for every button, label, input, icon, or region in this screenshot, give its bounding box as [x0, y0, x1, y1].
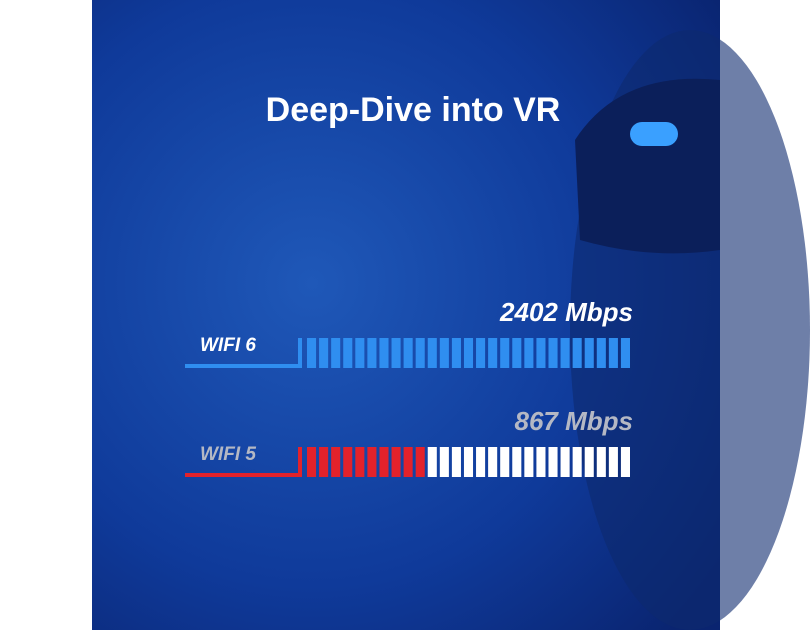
bar-segment [331, 447, 341, 477]
empty-segment [427, 447, 437, 477]
bar-segment [560, 338, 570, 368]
vr-headset [575, 78, 720, 254]
value-label: 867 Mbps [515, 406, 634, 436]
empty-segment [512, 447, 522, 477]
bar-baseline [185, 447, 302, 477]
bar-segment [536, 338, 546, 368]
bar-segment [403, 447, 413, 477]
empty-segment [500, 447, 510, 477]
bar-segment [379, 338, 389, 368]
bar [307, 447, 425, 477]
bar-segment [463, 338, 474, 368]
category-label: WIFI 5 [200, 444, 256, 465]
bar-segment [512, 338, 522, 368]
bar-segment [488, 338, 498, 368]
empty-segment [451, 447, 461, 477]
bar-segment [307, 447, 317, 477]
empty-segment [584, 447, 594, 477]
bar-segment [451, 338, 461, 368]
bar-segment [343, 447, 353, 477]
empty-segment [620, 447, 630, 477]
bar-segment [415, 338, 425, 368]
bar-segment [319, 338, 329, 368]
bar-segment [331, 338, 341, 368]
bar-segment [403, 338, 413, 368]
empty-segment [560, 447, 570, 477]
empty-segment [572, 447, 582, 477]
empty-segment [524, 447, 534, 477]
empty-segment [463, 447, 474, 477]
bar-segment [355, 447, 365, 477]
bar-segment [524, 338, 534, 368]
bar-segment [367, 338, 377, 368]
bar-segment [596, 338, 606, 368]
chart-title: Deep-Dive into VR [266, 91, 561, 129]
headset-light [630, 122, 678, 146]
bar-baseline [185, 338, 302, 368]
bar-segment [391, 338, 401, 368]
empty-segment [596, 447, 606, 477]
bar-segment [608, 338, 618, 368]
bar-segment [319, 447, 329, 477]
bar-segment [379, 447, 389, 477]
bar-segment [476, 338, 486, 368]
bar-segment [427, 338, 437, 368]
empty-segment [536, 447, 546, 477]
empty-segment [488, 447, 498, 477]
bar-segment [343, 338, 353, 368]
bar-segment [584, 338, 594, 368]
bar-segment [415, 447, 425, 477]
bar-segment [620, 338, 630, 368]
bar-segment [500, 338, 510, 368]
empty-segment [439, 447, 449, 477]
value-label: 2402 Mbps [499, 297, 633, 327]
bar-segment [391, 447, 401, 477]
empty-segment [476, 447, 486, 477]
bar-segment [307, 338, 317, 368]
empty-segment [608, 447, 618, 477]
category-label: WIFI 6 [200, 335, 256, 356]
bar-segment [355, 338, 365, 368]
bar-segment [367, 447, 377, 477]
bar-segment [572, 338, 582, 368]
bar-segment [439, 338, 449, 368]
empty-segment [548, 447, 558, 477]
bar [307, 338, 630, 368]
bar-segment [548, 338, 558, 368]
